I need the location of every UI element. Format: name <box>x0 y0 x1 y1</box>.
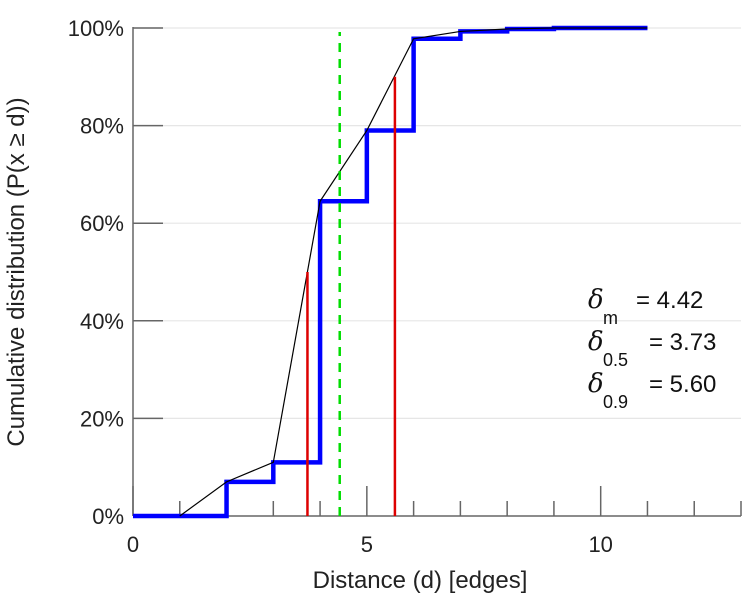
delta-symbol: δ <box>588 327 604 357</box>
y-tick-label: 0% <box>92 504 124 529</box>
series <box>133 25 648 519</box>
gridlines <box>133 27 741 419</box>
y-tick-label: 60% <box>80 211 124 236</box>
delta-subscript: 0.9 <box>603 392 628 412</box>
x-tick-label: 5 <box>361 532 373 557</box>
delta-value: = 5.60 <box>649 371 716 398</box>
x-axis-label: Distance (d) [edges] <box>313 567 528 594</box>
y-tick-label: 100% <box>68 16 124 41</box>
delta-symbol: δ <box>588 369 604 399</box>
interpolated-cdf-line <box>179 27 648 517</box>
y-tick-label: 20% <box>80 406 124 431</box>
delta-subscript: m <box>603 308 618 328</box>
x-tick-label: 0 <box>127 532 139 557</box>
delta-symbol: δ <box>588 285 604 315</box>
delta-subscript: 0.5 <box>603 350 628 370</box>
ticks: 0% 20% 40% 60% 80% 100% 0 5 10 <box>68 16 742 557</box>
y-tick-label: 80% <box>80 114 124 139</box>
step-cdf-line <box>133 25 648 519</box>
delta-value: = 3.73 <box>649 329 716 356</box>
y-tick-label: 40% <box>80 309 124 334</box>
y-axis-label: Cumulative distribution (P(x ≥ d)) <box>3 97 30 446</box>
axes <box>132 27 741 517</box>
delta-value: = 4.42 <box>636 287 703 314</box>
x-tick-label: 10 <box>588 532 612 557</box>
